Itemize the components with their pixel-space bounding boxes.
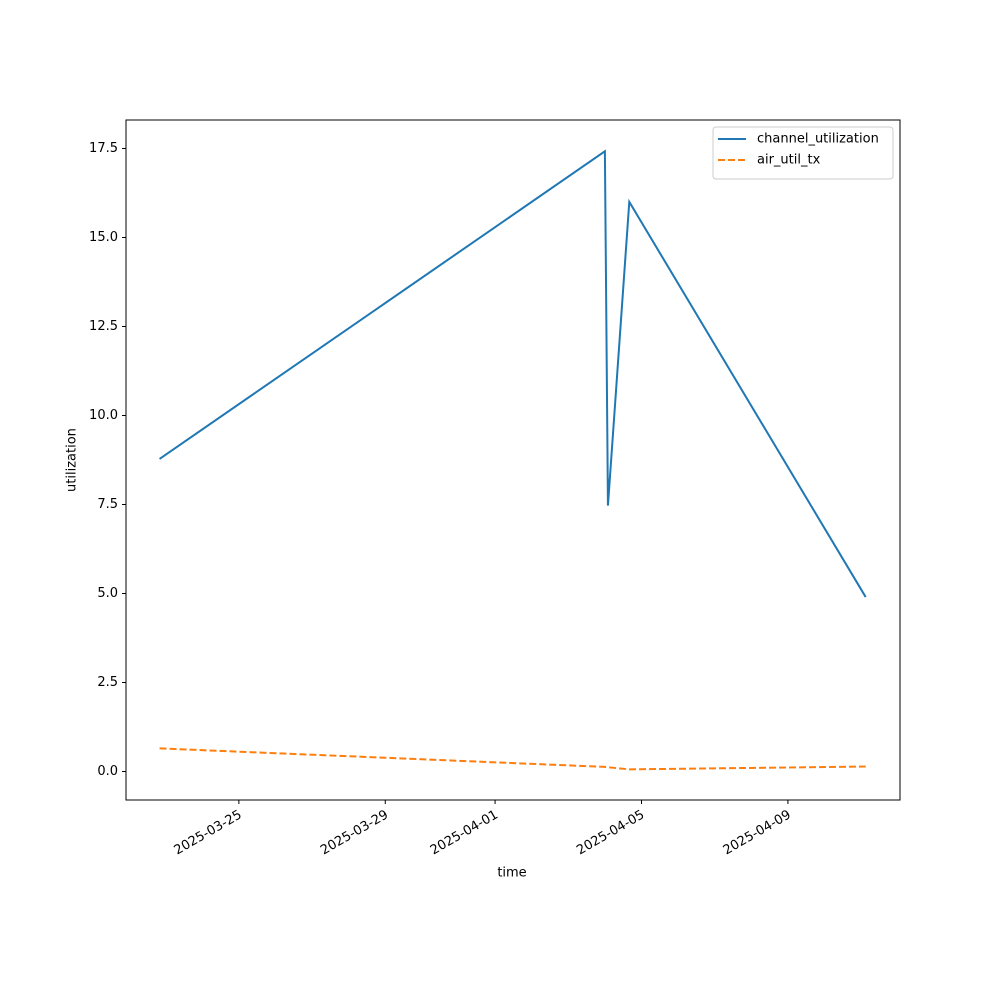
- y-tick-label: 0.0: [97, 764, 118, 779]
- line-series: [158, 149, 867, 598]
- y-tick-label: 7.5: [97, 497, 118, 512]
- plot-frame: [125, 119, 901, 801]
- legend-box: [712, 126, 894, 180]
- y-axis-label: utilization: [65, 428, 80, 492]
- y-tick-label: 2.5: [97, 675, 118, 690]
- legend-label: air_util_tx: [757, 153, 821, 168]
- y-tick-label: 17.5: [89, 141, 118, 156]
- legend-label: channel_utilization: [757, 132, 879, 147]
- y-tick-label: 12.5: [89, 319, 118, 334]
- y-tick-label: 5.0: [97, 586, 118, 601]
- y-tick-label: 10.0: [89, 408, 118, 423]
- x-axis-label: time: [497, 866, 526, 881]
- y-tick-label: 15.0: [89, 230, 118, 245]
